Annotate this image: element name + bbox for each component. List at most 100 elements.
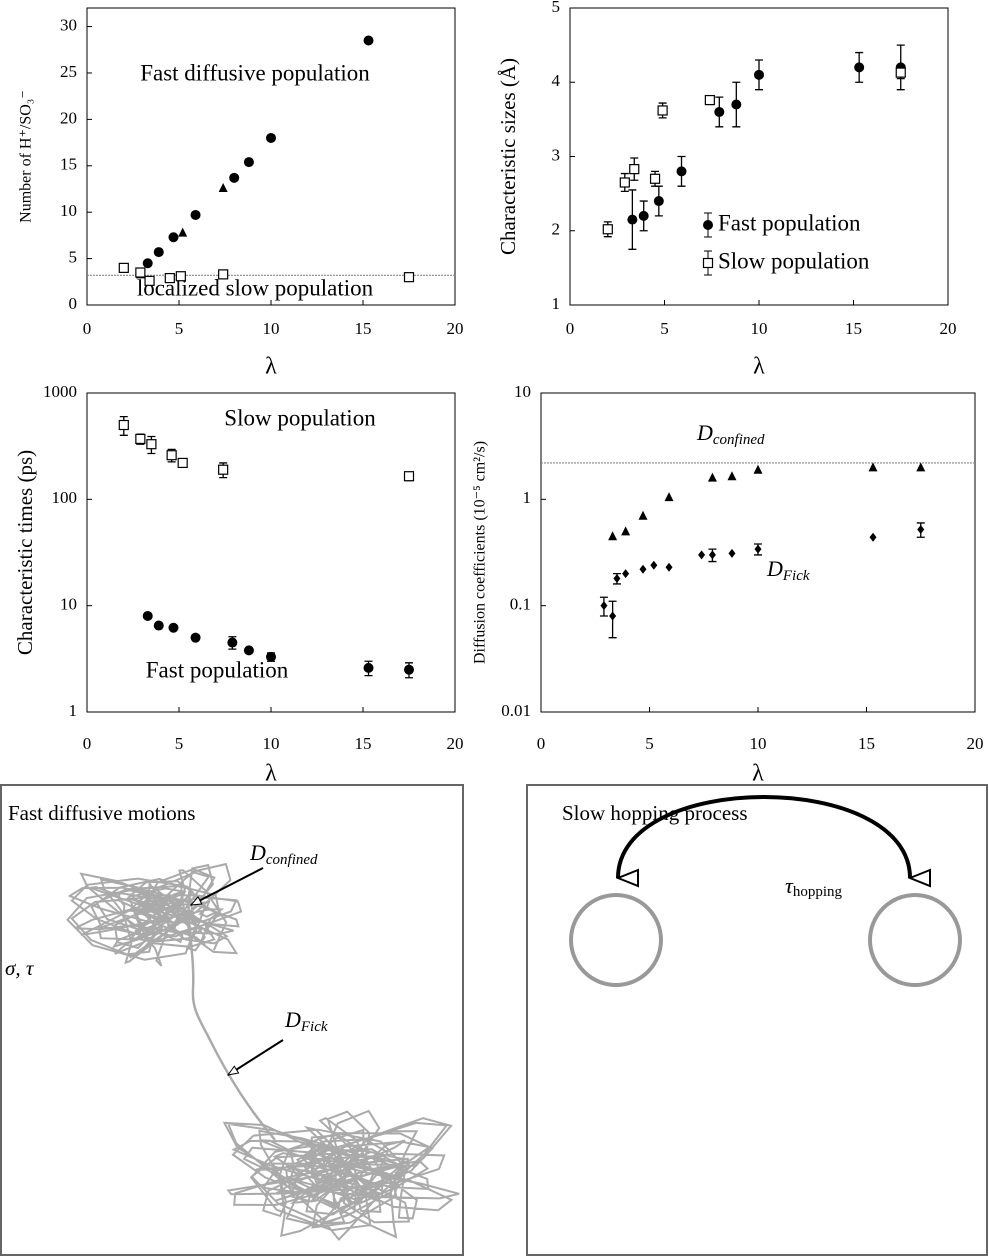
math-main: D	[284, 1007, 301, 1032]
point	[146, 439, 157, 450]
x-axis-label: λ	[265, 354, 277, 380]
point	[707, 472, 717, 482]
y-tick-label: 4	[552, 71, 561, 90]
legend-label: Fast population	[718, 210, 861, 235]
point	[638, 510, 648, 520]
point	[727, 471, 737, 481]
point	[168, 622, 179, 633]
x-tick-label: 10	[750, 734, 767, 753]
point	[754, 69, 764, 80]
plot-frame	[86, 7, 456, 306]
point	[218, 464, 229, 475]
point	[649, 173, 661, 184]
point	[403, 272, 415, 283]
x-tick-label: 15	[858, 734, 875, 753]
point	[403, 471, 415, 482]
y-tick-label: 25	[60, 62, 77, 81]
trajectory-link	[187, 889, 276, 1141]
point	[144, 275, 155, 286]
point	[731, 99, 742, 110]
y-axis-label: Number of H⁺/SO₃⁻	[18, 90, 35, 223]
point	[164, 272, 175, 284]
point	[153, 247, 164, 258]
point	[600, 601, 608, 611]
point	[363, 662, 374, 673]
y-tick-label: 2	[552, 220, 561, 239]
x-tick-label: 5	[660, 319, 669, 338]
math-main: D	[696, 420, 713, 445]
trajectory	[66, 862, 460, 1242]
site	[868, 893, 962, 987]
point	[638, 210, 649, 221]
point	[266, 132, 276, 143]
site	[569, 893, 663, 987]
trajectory-loop	[222, 1109, 460, 1242]
point	[917, 525, 925, 535]
y-tick-label: 1000	[43, 382, 77, 401]
legend-marker	[703, 220, 713, 230]
y-tick-label: 5	[69, 248, 78, 267]
panel-title: Slow hopping process	[562, 801, 748, 825]
math-annotation: DFick	[766, 556, 810, 584]
math-main: D	[766, 556, 783, 581]
annotation: Slow population	[224, 405, 376, 430]
point	[190, 209, 201, 220]
math-main: D	[249, 840, 266, 865]
math-label: Dconfined	[249, 840, 318, 868]
x-tick-label: 15	[355, 319, 372, 338]
x-tick-label: 0	[83, 319, 92, 338]
y-tick-label: 20	[60, 108, 77, 127]
point	[266, 651, 276, 662]
point	[609, 611, 617, 621]
point	[664, 492, 674, 502]
point	[175, 271, 186, 282]
chart: 0 5 10 15 20 1 10 100 1000 λ Characteristic times …	[13, 382, 464, 787]
point	[868, 462, 878, 472]
trajectory-loop	[66, 862, 243, 967]
panel-title: Fast diffusive motions	[8, 801, 195, 825]
x-tick-label: 15	[355, 734, 372, 753]
point	[653, 196, 664, 207]
point	[602, 224, 613, 235]
math-label: τhopping	[785, 873, 843, 900]
point	[218, 183, 228, 193]
y-tick-label: 15	[60, 155, 77, 174]
point	[118, 262, 129, 273]
y-tick-label: 0.1	[510, 595, 531, 614]
math-sub: Fick	[300, 1019, 328, 1035]
point	[676, 166, 687, 177]
math-sub: confined	[713, 432, 765, 448]
point	[135, 267, 146, 278]
y-axis-label: Characteristic sizes (Å)	[496, 58, 520, 255]
point	[190, 632, 201, 643]
point	[613, 574, 621, 584]
point	[168, 232, 179, 243]
point	[708, 550, 716, 560]
point	[657, 105, 668, 116]
legend-marker	[702, 257, 714, 269]
math-sub: confined	[266, 852, 318, 868]
point	[916, 462, 926, 472]
y-tick-label: 3	[552, 145, 561, 164]
point	[118, 419, 129, 431]
point	[629, 164, 640, 175]
x-tick-label: 20	[447, 734, 464, 753]
x-tick-label: 20	[447, 319, 464, 338]
x-axis-label: λ	[752, 761, 764, 787]
math-sub: hopping	[793, 884, 843, 900]
point	[627, 214, 638, 225]
x-tick-label: 0	[83, 734, 92, 753]
point	[639, 564, 647, 574]
y-tick-label: 10	[60, 595, 77, 614]
math-annotation: Dconfined	[696, 420, 765, 448]
hop-arrow	[618, 795, 910, 878]
point	[153, 620, 164, 631]
y-tick-label: 1	[523, 488, 532, 507]
x-tick-label: 20	[940, 319, 957, 338]
point	[177, 457, 188, 469]
legend-label: Slow population	[718, 248, 870, 273]
y-tick-label: 10	[60, 201, 77, 220]
y-tick-label: 0.01	[501, 701, 531, 720]
x-tick-label: 0	[566, 319, 575, 338]
